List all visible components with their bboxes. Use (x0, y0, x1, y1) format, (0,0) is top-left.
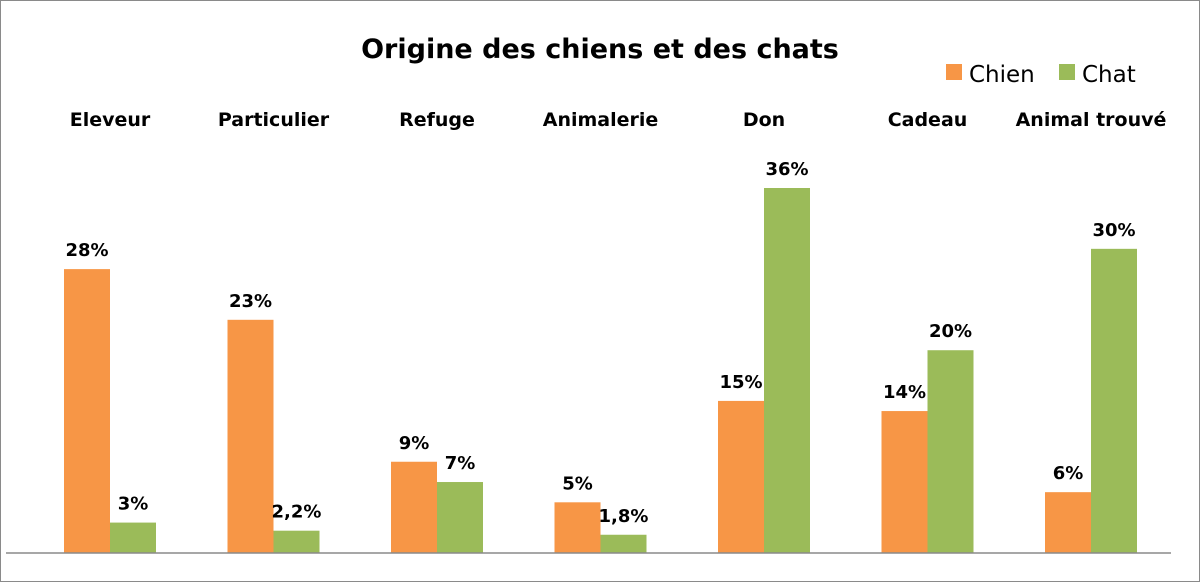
data-label-chat-animal-trouve: 30% (1092, 220, 1135, 241)
bar-chat-particulier (273, 530, 320, 553)
bar-chien-don (718, 400, 764, 553)
data-label-chien-refuge: 9% (399, 433, 430, 454)
bar-chat-refuge (437, 482, 483, 553)
category-labels: Eleveur Particulier Refuge Animalerie Don Cad… (70, 109, 1167, 131)
category-label-animalerie: Animalerie (543, 109, 659, 131)
data-label-chat-don: 36% (765, 159, 808, 180)
chart-title: Origine des chiens et des chats (361, 34, 839, 65)
bar-chien-particulier (227, 319, 274, 553)
data-label-chien-cadeau: 14% (883, 382, 926, 403)
bars (64, 188, 1137, 554)
bar-chien-refuge (391, 461, 437, 553)
data-label-chat-eleveur: 3% (118, 494, 149, 515)
bar-chat-don (764, 188, 810, 553)
legend-swatch-chien (946, 64, 962, 80)
bar-chat-eleveur (110, 522, 156, 553)
category-label-refuge: Refuge (399, 109, 475, 131)
category-label-don: Don (743, 109, 785, 131)
category-label-animal-trouve: Animal trouvé (1016, 109, 1167, 131)
category-label-eleveur: Eleveur (70, 109, 151, 131)
data-label-chien-don: 15% (719, 372, 762, 393)
legend: Chien Chat (946, 62, 1136, 88)
data-label-chat-cadeau: 20% (929, 321, 972, 342)
bar-chien-cadeau (881, 411, 928, 553)
bar-chat-animal-trouve (1091, 248, 1137, 554)
legend-swatch-chat (1059, 64, 1075, 80)
bar-chien-eleveur (64, 269, 110, 553)
legend-label-chat: Chat (1082, 62, 1136, 88)
data-label-chat-particulier: 2,2% (272, 502, 322, 523)
data-label-chien-animalerie: 5% (562, 473, 593, 494)
bar-chien-animalerie (554, 502, 601, 553)
data-label-chien-animal-trouve: 6% (1053, 463, 1084, 484)
bar-chat-animalerie (600, 534, 647, 553)
bar-chien-animal-trouve (1045, 492, 1091, 553)
data-label-chat-animalerie: 1,8% (599, 506, 649, 527)
category-label-cadeau: Cadeau (888, 109, 968, 131)
data-label-chien-eleveur: 28% (65, 240, 108, 261)
data-labels: 28% 3% 23% 2,2% 9% 7% 5% 1,8% 15% 36% 14% 20% 6% 30% (65, 159, 1135, 527)
data-label-chat-refuge: 7% (445, 453, 476, 474)
data-label-chien-particulier: 23% (229, 291, 272, 312)
bar-chat-cadeau (927, 350, 974, 553)
category-label-particulier: Particulier (218, 109, 330, 131)
legend-label-chien: Chien (969, 62, 1035, 88)
